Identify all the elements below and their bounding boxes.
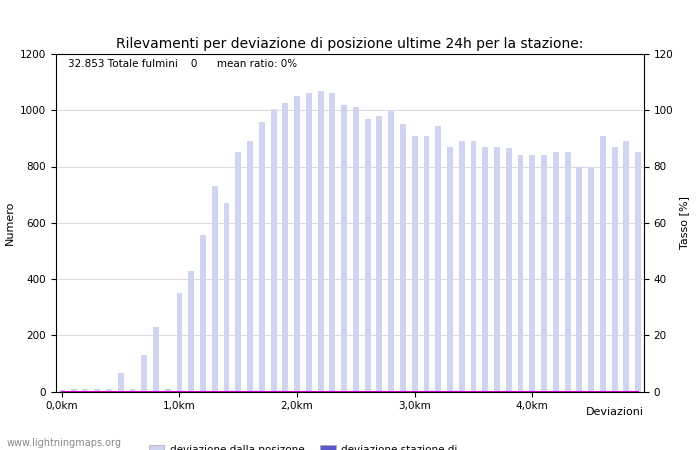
Text: 32.853 Totale fulmini    0      mean ratio: 0%: 32.853 Totale fulmini 0 mean ratio: 0% <box>68 59 297 69</box>
Bar <box>424 135 429 391</box>
Bar <box>271 109 277 392</box>
Bar <box>635 153 641 392</box>
Bar <box>389 110 394 392</box>
Bar <box>400 124 406 392</box>
Bar <box>624 141 629 392</box>
Bar <box>71 389 76 392</box>
Title: Rilevamenti per deviazione di posizione ultime 24h per la stazione:: Rilevamenti per deviazione di posizione … <box>116 37 584 51</box>
Bar <box>306 94 312 392</box>
Bar <box>412 135 418 391</box>
Bar <box>458 141 465 392</box>
Y-axis label: Numero: Numero <box>4 201 15 245</box>
Bar <box>235 153 241 392</box>
Bar <box>94 389 100 392</box>
Bar <box>83 389 88 392</box>
Bar <box>176 293 183 392</box>
Bar <box>153 327 159 392</box>
Bar <box>470 141 477 392</box>
Bar <box>282 103 288 392</box>
Bar <box>377 116 382 392</box>
Bar <box>188 270 194 392</box>
Bar <box>164 389 171 392</box>
Bar <box>553 153 559 392</box>
Bar <box>341 105 347 392</box>
Bar <box>365 119 370 392</box>
Bar <box>600 135 606 391</box>
Bar <box>59 390 65 392</box>
Bar <box>259 122 265 392</box>
Text: www.lightningmaps.org: www.lightningmaps.org <box>7 438 122 448</box>
Bar <box>612 147 617 392</box>
Bar <box>141 355 147 392</box>
Bar <box>576 166 582 392</box>
Bar <box>118 373 124 392</box>
Bar <box>588 166 594 392</box>
Bar <box>223 203 230 392</box>
Y-axis label: Tasso [%]: Tasso [%] <box>679 196 689 249</box>
Bar <box>106 389 112 392</box>
Bar <box>447 147 453 392</box>
Bar <box>506 148 512 392</box>
Bar <box>318 90 323 392</box>
Bar <box>130 389 135 392</box>
Bar <box>247 141 253 392</box>
Bar <box>435 126 441 392</box>
Bar <box>517 155 524 392</box>
Bar <box>200 235 206 392</box>
Bar <box>494 147 500 392</box>
Bar <box>294 96 300 392</box>
Bar <box>529 155 536 392</box>
Bar <box>212 186 218 392</box>
Bar <box>541 155 547 392</box>
Bar <box>565 153 570 392</box>
Text: Deviazioni: Deviazioni <box>586 407 644 417</box>
Bar <box>482 147 488 392</box>
Bar <box>330 94 335 392</box>
Bar <box>353 108 359 392</box>
